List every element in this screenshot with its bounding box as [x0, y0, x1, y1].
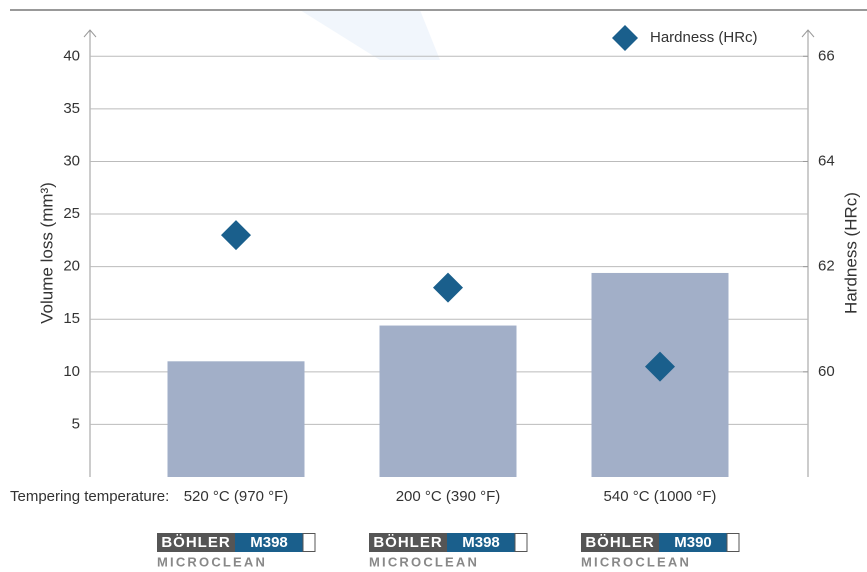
logo-maker-box	[157, 533, 235, 552]
logo-end-box	[726, 533, 740, 552]
y-tick-label: 5	[72, 415, 80, 432]
legend-label: Hardness (HRc)	[650, 29, 758, 46]
x-tick-label: 540 °C (1000 °F)	[604, 488, 717, 505]
bar	[167, 361, 305, 477]
logo-grade-box	[447, 533, 515, 552]
y2-tick-label: 66	[818, 47, 835, 64]
x-tick-label: 200 °C (390 °F)	[396, 488, 501, 505]
y-tick-label: 35	[63, 100, 80, 117]
y-axis-arrow	[83, 29, 97, 38]
hardness-marker	[221, 220, 251, 251]
logo-maker: BÖHLER	[373, 534, 442, 551]
y2-tick-label: 62	[818, 258, 835, 275]
y-tick-label: 10	[63, 363, 80, 380]
logo-end-box	[302, 533, 316, 552]
bar	[379, 325, 517, 477]
logo-maker-box	[581, 533, 659, 552]
y-tick-label: 40	[63, 47, 80, 64]
logo-line: MICROCLEAN	[369, 554, 479, 569]
logo-maker-box	[369, 533, 447, 552]
legend-marker	[612, 25, 638, 51]
logo-grade-box	[235, 533, 303, 552]
y-tick-label: 25	[63, 205, 80, 222]
hardness-marker	[433, 272, 463, 303]
logo-end-box	[514, 533, 528, 552]
logo-grade: M398	[462, 534, 500, 551]
x-axis-label: Tempering temperature:	[10, 488, 169, 505]
logo-grade: M390	[674, 534, 712, 551]
y-tick-label: 15	[63, 310, 80, 327]
logo-maker: BÖHLER	[585, 534, 654, 551]
y2-tick-label: 60	[818, 363, 835, 380]
logo-maker: BÖHLER	[161, 534, 230, 551]
logo-grade-box	[659, 533, 727, 552]
y2-axis-label: Hardness (HRc)	[841, 192, 860, 314]
x-tick-label: 520 °C (970 °F)	[184, 488, 289, 505]
y-tick-label: 20	[63, 258, 80, 275]
logo-line: MICROCLEAN	[157, 554, 267, 569]
logo-grade: M398	[250, 534, 288, 551]
logo-line: MICROCLEAN	[581, 554, 691, 569]
hardness-marker	[645, 351, 675, 382]
watermark	[300, 10, 440, 60]
y-axis-label: Volume loss (mm³)	[37, 182, 56, 324]
y2-axis-arrow	[801, 29, 815, 38]
y2-tick-label: 64	[818, 152, 835, 169]
y-tick-label: 30	[63, 152, 80, 169]
